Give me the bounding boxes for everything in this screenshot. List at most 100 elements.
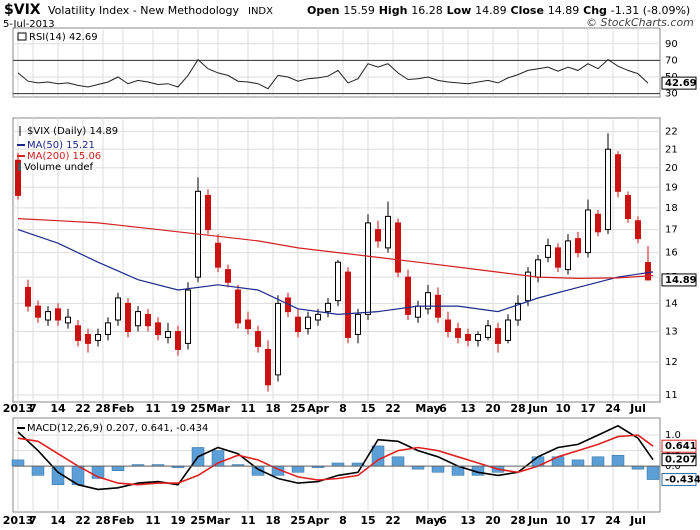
x-tick-label: 14 [50, 402, 66, 415]
x-tick-label: 17 [580, 514, 595, 527]
candle-body [425, 292, 431, 310]
rsi-legend: RSI(14) 42.69 [29, 32, 98, 43]
x-tick-label: 28 [510, 514, 525, 527]
x-tick-label: 10 [555, 402, 571, 415]
candle-body [465, 333, 471, 341]
value-box-label: -0.434 [665, 475, 700, 486]
candle-body [305, 316, 311, 330]
x-tick-label: 20 [485, 514, 501, 527]
macd-histogram-bar [391, 456, 405, 467]
candle-body [555, 247, 561, 268]
x-tick-label: 24 [605, 514, 621, 527]
candle-body [395, 222, 401, 273]
macd-histogram-bar [111, 465, 125, 471]
candle-body [295, 316, 301, 333]
value-box [661, 76, 697, 90]
candle-body [275, 302, 281, 376]
ma50-legend: MA(50) 15.21 [27, 140, 95, 151]
candle-body [355, 313, 361, 335]
candle-body [65, 316, 71, 324]
candle-body [175, 331, 181, 350]
macd-histogram-bar [611, 454, 625, 467]
moving-average [17, 229, 654, 316]
candle-body [645, 261, 651, 281]
macd-histogram-bar [11, 459, 25, 467]
y-tick-label: 16 [665, 248, 678, 259]
x-tick-label: May [415, 514, 440, 527]
y-tick-label: 20 [665, 163, 678, 174]
candle-body [515, 302, 521, 321]
x-tick-label: 20 [485, 402, 501, 415]
legend-icon [17, 32, 27, 41]
macd-histogram-bar [591, 456, 605, 467]
x-tick-label: 19 [170, 402, 185, 415]
candle-body [255, 331, 261, 347]
candle-body [565, 240, 571, 271]
x-tick-label: Apr [307, 514, 329, 527]
candle-body [605, 148, 611, 231]
value-box-label: 14.89 [665, 275, 697, 286]
exchange: INDX [248, 6, 273, 17]
macd-line [17, 434, 654, 486]
x-tick-label: 17 [580, 402, 595, 415]
candle-body [155, 322, 161, 335]
price-legend: $VIX (Daily) 14.89 [27, 126, 118, 137]
quote-label: High [379, 4, 408, 17]
candle-body [575, 238, 581, 254]
x-tick-label: 22 [385, 514, 400, 527]
candle-body [595, 213, 601, 233]
legend-icon [18, 163, 21, 171]
candle-body [495, 328, 501, 344]
x-tick-label: 22 [385, 402, 400, 415]
candle-body [145, 313, 151, 327]
candle-body [455, 328, 461, 338]
value-box [661, 273, 697, 287]
macd-histogram-bar [646, 465, 660, 480]
value-box [661, 453, 697, 467]
x-tick-label: 13 [460, 514, 475, 527]
candle-body [105, 322, 111, 335]
candle-body [635, 220, 641, 240]
rsi-line [17, 58, 649, 90]
x-tick-label: 14 [50, 514, 66, 527]
x-tick-label: 13 [460, 402, 475, 415]
candle-body [535, 259, 541, 278]
candle-body [75, 325, 81, 341]
x-tick-label: Feb [112, 514, 135, 527]
candle-body [165, 331, 171, 338]
candle-body [375, 229, 381, 242]
quote: Open 15.59 High 16.28 Low 14.89 Close 14… [307, 4, 690, 17]
x-tick-label: Apr [307, 402, 329, 415]
x-tick-label: Mar [206, 402, 230, 415]
y-tick-label: 90 [665, 39, 678, 50]
quote-label: Low [447, 4, 472, 17]
candle-body [55, 308, 61, 321]
candle-body [615, 154, 621, 192]
x-tick-label: 15 [360, 402, 375, 415]
x-tick-label: 19 [170, 514, 185, 527]
candle-body [215, 242, 221, 268]
candle-body [135, 311, 141, 327]
quote-label: Chg [583, 4, 607, 17]
macd-legend: MACD(12,26,9) 0.207, 0.641, -0.434 [27, 423, 208, 434]
x-tick-label: 11 [240, 402, 255, 415]
candle-body [45, 311, 51, 321]
quote-value: 14.89 [548, 4, 580, 17]
candle-body [585, 209, 591, 254]
candle-body [35, 305, 41, 318]
candle-body [25, 286, 31, 307]
y-tick-label: 1.0 [665, 430, 681, 441]
x-tick-label: 28 [95, 514, 110, 527]
credit: © StockCharts.com [586, 16, 694, 29]
x-tick-label: 6 [439, 402, 447, 415]
candle-body [335, 261, 341, 302]
y-tick-label: 19 [665, 182, 678, 193]
candle-body [475, 333, 481, 341]
x-tick-label: Feb [112, 402, 135, 415]
price-panel [12, 117, 661, 403]
candle-body [235, 289, 241, 324]
x-tick-label: 22 [75, 402, 90, 415]
y-tick-label: 11 [665, 390, 678, 401]
candle-body [405, 276, 411, 315]
candle-body [125, 302, 131, 333]
